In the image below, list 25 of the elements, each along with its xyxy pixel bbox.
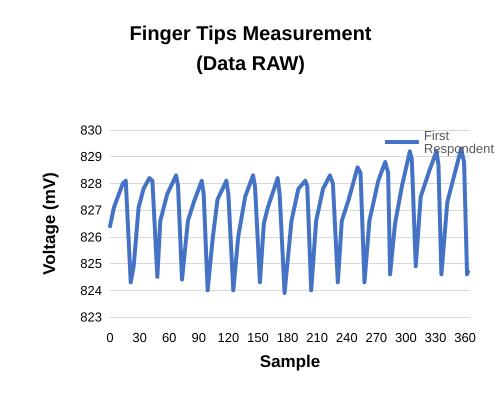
chart-title: Finger Tips Measurement (Data RAW) <box>130 23 372 75</box>
x-tick-label: 210 <box>306 330 328 345</box>
y-tick-label: 824 <box>80 282 102 298</box>
x-tick-label: 300 <box>395 330 417 345</box>
x-tick-label: 180 <box>276 330 298 345</box>
x-axis-title: Sample <box>260 352 320 371</box>
x-tick-label: 60 <box>162 330 176 345</box>
x-tick-label: 360 <box>454 330 476 345</box>
y-tick-label: 825 <box>80 256 102 272</box>
y-tick-label: 826 <box>80 229 102 244</box>
y-tick-label: 828 <box>80 176 102 191</box>
x-tick-label: 270 <box>365 330 388 345</box>
x-tick-label: 150 <box>247 330 269 345</box>
y-tick-label: 827 <box>80 202 102 218</box>
x-tick-label: 30 <box>132 330 147 345</box>
legend-label: First Respondent <box>424 128 494 156</box>
x-tick-label: 330 <box>424 330 446 345</box>
y-tick-label: 829 <box>80 149 102 164</box>
x-tick-label: 90 <box>192 330 206 345</box>
x-tick-label: 120 <box>218 330 240 345</box>
y-tick-label: 823 <box>80 310 102 324</box>
x-tick-label: 240 <box>336 330 358 345</box>
y-axis-title: Voltage (mV) <box>40 172 59 275</box>
x-tick-label: 0 <box>106 330 114 345</box>
y-tick-label: 830 <box>80 122 102 138</box>
